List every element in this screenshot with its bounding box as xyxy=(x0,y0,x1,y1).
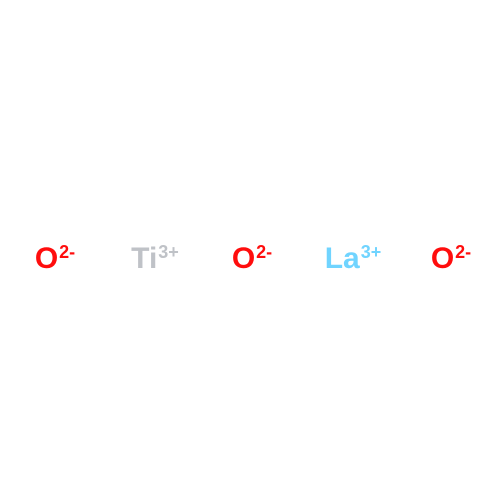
element-symbol: O xyxy=(431,242,454,276)
element-symbol: O xyxy=(35,242,58,276)
ion-oxygen-right: O2- xyxy=(431,242,471,276)
element-symbol: Ti xyxy=(131,242,157,276)
charge-label: 2- xyxy=(455,242,471,263)
formula-canvas: O2- Ti3+ O2- La3+ O2- xyxy=(0,0,500,500)
ion-titanium: Ti3+ xyxy=(131,242,179,276)
element-symbol: O xyxy=(232,242,255,276)
charge-label: 3+ xyxy=(361,242,382,263)
charge-label: 2- xyxy=(59,242,75,263)
charge-label: 2- xyxy=(256,242,272,263)
ion-oxygen-left: O2- xyxy=(35,242,75,276)
element-symbol: La xyxy=(325,242,360,276)
ion-lanthanum: La3+ xyxy=(325,242,382,276)
ion-oxygen-center: O2- xyxy=(232,242,272,276)
charge-label: 3+ xyxy=(158,242,179,263)
